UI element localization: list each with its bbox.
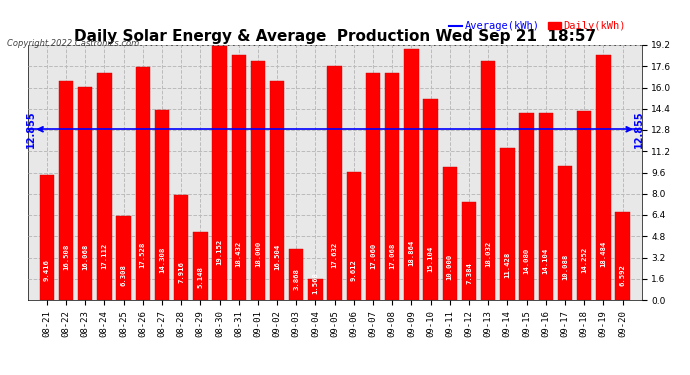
Legend: Average(kWh), Daily(kWh): Average(kWh), Daily(kWh)	[445, 17, 631, 35]
Bar	[250, 61, 265, 300]
Bar	[596, 54, 611, 300]
Bar	[39, 175, 54, 300]
Text: 18.000: 18.000	[255, 241, 261, 267]
Text: 10.000: 10.000	[447, 254, 453, 280]
Text: 19.152: 19.152	[217, 239, 222, 266]
Bar	[424, 99, 437, 300]
Text: 18.432: 18.432	[236, 240, 241, 267]
Text: 17.528: 17.528	[140, 242, 146, 268]
Text: 12.855: 12.855	[26, 111, 35, 148]
Text: 10.088: 10.088	[562, 254, 568, 280]
Text: 16.068: 16.068	[82, 244, 88, 270]
Text: 18.864: 18.864	[408, 240, 415, 266]
Bar	[442, 167, 457, 300]
Bar	[539, 112, 553, 300]
Text: 14.308: 14.308	[159, 247, 165, 273]
Text: 18.484: 18.484	[600, 240, 607, 267]
Bar	[174, 195, 188, 300]
Text: 11.428: 11.428	[504, 252, 511, 278]
Text: 3.868: 3.868	[293, 268, 299, 290]
Text: 17.068: 17.068	[389, 243, 395, 269]
Text: 9.612: 9.612	[351, 259, 357, 281]
Text: 1.568: 1.568	[313, 272, 319, 294]
Bar	[270, 81, 284, 300]
Text: 7.916: 7.916	[178, 261, 184, 284]
Bar	[117, 216, 130, 300]
Text: 9.416: 9.416	[43, 259, 50, 281]
Bar	[500, 148, 515, 300]
Text: 15.104: 15.104	[428, 246, 433, 272]
Text: 17.112: 17.112	[101, 243, 108, 269]
Bar	[155, 110, 169, 300]
Bar	[481, 60, 495, 300]
Bar	[366, 74, 380, 300]
Bar	[346, 172, 361, 300]
Bar	[558, 166, 572, 300]
Bar	[577, 111, 591, 300]
Bar	[213, 46, 227, 300]
Bar	[308, 279, 323, 300]
Text: Copyright 2022 Castronics.com: Copyright 2022 Castronics.com	[7, 39, 139, 48]
Bar	[78, 87, 92, 300]
Bar	[404, 50, 419, 300]
Bar	[385, 74, 400, 300]
Text: 12.855: 12.855	[634, 111, 644, 148]
Bar	[615, 213, 630, 300]
Bar	[462, 202, 476, 300]
Bar	[97, 73, 112, 300]
Text: 16.508: 16.508	[63, 243, 69, 270]
Bar	[520, 113, 534, 300]
Bar	[328, 66, 342, 300]
Bar	[289, 249, 304, 300]
Bar	[232, 55, 246, 300]
Text: 6.592: 6.592	[620, 264, 626, 285]
Title: Daily Solar Energy & Average  Production Wed Sep 21  18:57: Daily Solar Energy & Average Production …	[74, 29, 595, 44]
Text: 5.148: 5.148	[197, 266, 204, 288]
Text: 18.032: 18.032	[485, 241, 491, 267]
Text: 14.252: 14.252	[581, 247, 587, 273]
Text: 14.104: 14.104	[543, 247, 549, 273]
Bar	[193, 232, 208, 300]
Bar	[59, 81, 73, 300]
Text: 17.632: 17.632	[332, 242, 337, 268]
Text: 16.504: 16.504	[274, 243, 280, 270]
Bar	[135, 67, 150, 300]
Text: 6.308: 6.308	[121, 264, 126, 286]
Text: 7.384: 7.384	[466, 262, 472, 284]
Text: 17.060: 17.060	[370, 243, 376, 269]
Text: 14.080: 14.080	[524, 248, 529, 274]
